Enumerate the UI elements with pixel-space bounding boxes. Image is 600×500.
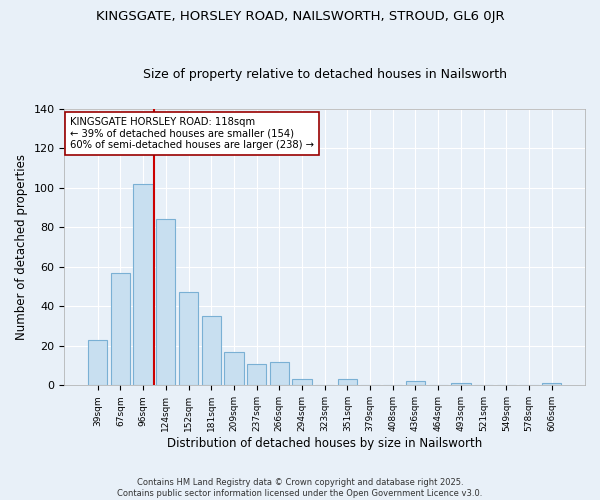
Bar [542,384,562,386]
X-axis label: Distribution of detached houses by size in Nailsworth: Distribution of detached houses by size … [167,437,482,450]
Bar [451,384,470,386]
Y-axis label: Number of detached properties: Number of detached properties [15,154,28,340]
Bar [88,340,107,386]
Bar [406,382,425,386]
Bar [156,220,175,386]
Title: Size of property relative to detached houses in Nailsworth: Size of property relative to detached ho… [143,68,507,81]
Bar [111,272,130,386]
Bar [202,316,221,386]
Text: KINGSGATE, HORSLEY ROAD, NAILSWORTH, STROUD, GL6 0JR: KINGSGATE, HORSLEY ROAD, NAILSWORTH, STR… [95,10,505,23]
Bar [247,364,266,386]
Text: KINGSGATE HORSLEY ROAD: 118sqm
← 39% of detached houses are smaller (154)
60% of: KINGSGATE HORSLEY ROAD: 118sqm ← 39% of … [70,117,314,150]
Bar [179,292,198,386]
Bar [338,380,357,386]
Bar [292,380,311,386]
Bar [224,352,244,386]
Bar [269,362,289,386]
Text: Contains HM Land Registry data © Crown copyright and database right 2025.
Contai: Contains HM Land Registry data © Crown c… [118,478,482,498]
Bar [133,184,153,386]
